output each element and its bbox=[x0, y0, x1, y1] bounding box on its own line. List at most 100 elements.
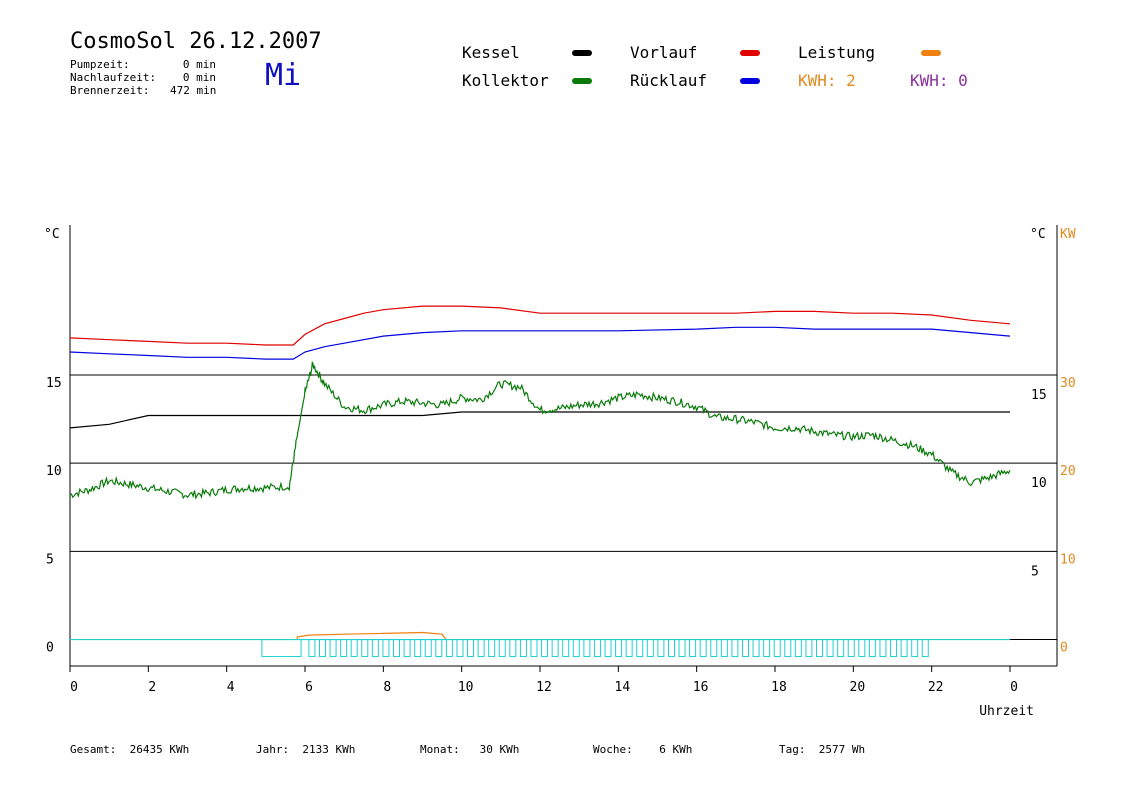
stat-brennerzeit: Brennerzeit: 472 min bbox=[70, 84, 217, 97]
pump-pulse-55 bbox=[890, 639, 898, 658]
pump-pulse-58 bbox=[921, 639, 929, 658]
pump-pulse-43 bbox=[763, 639, 771, 658]
y-tick-left-15: 15 bbox=[46, 376, 62, 391]
pump-pulse-15 bbox=[467, 639, 475, 658]
legend-kwh-solar: KWH: 2 bbox=[798, 71, 856, 90]
y-tick-left-5: 5 bbox=[46, 552, 54, 567]
stat-pumpzeit: Pumpzeit: 0 min bbox=[70, 58, 216, 71]
x-tick-label-4: 8 bbox=[383, 680, 391, 695]
pump-pulse-23 bbox=[551, 639, 559, 658]
series-line-kessel bbox=[69, 411, 1010, 429]
y-tick-right-15: 15 bbox=[1031, 388, 1047, 403]
pump-pulse-19 bbox=[509, 639, 517, 658]
pump-pulse-8 bbox=[393, 639, 401, 658]
pump-pulse-35 bbox=[678, 639, 686, 658]
series-line-leistung bbox=[296, 631, 447, 640]
legend-ruecklauf-label: Rücklauf bbox=[630, 71, 708, 90]
pump-pulse-49 bbox=[826, 639, 834, 658]
pump-pulse-17 bbox=[488, 639, 496, 658]
series-line-vorlauf bbox=[69, 305, 1011, 346]
x-tick-label-11: 22 bbox=[928, 680, 944, 695]
y-unit-kw: KW bbox=[1060, 227, 1076, 242]
pump-pulse-4 bbox=[350, 639, 358, 658]
series-line-ruecklauf bbox=[69, 326, 1011, 360]
legend-kessel-swatch bbox=[572, 50, 592, 56]
footer-tag: Tag: 2577 Wh bbox=[779, 743, 866, 756]
pump-pulse-1 bbox=[318, 639, 326, 658]
pump-pulse-24 bbox=[562, 639, 570, 658]
pump-pulse-0 bbox=[308, 639, 316, 658]
pump-pulse-10 bbox=[414, 639, 422, 658]
pump-pulse-48 bbox=[816, 639, 824, 658]
series-line-kollektor bbox=[69, 361, 1011, 500]
pump-pulse-27 bbox=[593, 639, 601, 658]
pump-pulse-40 bbox=[731, 639, 739, 658]
y-tick-left-0: 0 bbox=[46, 641, 54, 656]
footer-woche: Woche: 6 KWh bbox=[593, 743, 693, 756]
page-title: CosmoSol 26.12.2007 bbox=[70, 29, 322, 54]
footer-monat: Monat: 30 KWh bbox=[420, 743, 520, 756]
pump-pulse-52 bbox=[858, 639, 866, 658]
pump-pulse-3 bbox=[340, 639, 348, 658]
pump-pulse-18 bbox=[498, 639, 506, 658]
y-unit-right: °C bbox=[1030, 227, 1046, 242]
pump-pulse-41 bbox=[741, 639, 749, 658]
x-tick-label-10: 20 bbox=[850, 680, 866, 695]
pump-pulse-36 bbox=[689, 639, 697, 658]
pump-pulse-45 bbox=[784, 639, 792, 658]
pump-pulse-26 bbox=[583, 639, 591, 658]
x-tick-label-9: 18 bbox=[771, 680, 787, 695]
pump-pulse-30 bbox=[625, 639, 633, 658]
pump-pulse-44 bbox=[773, 639, 781, 658]
x-tick-label-6: 12 bbox=[536, 680, 552, 695]
stat-nachlaufzeit: Nachlaufzeit: 0 min bbox=[70, 71, 216, 84]
y-tick-kw-0: 0 bbox=[1060, 641, 1068, 656]
pump-pulse-47 bbox=[805, 639, 813, 658]
pump-pulse-34 bbox=[667, 639, 675, 658]
pump-pulse-6 bbox=[371, 639, 379, 658]
pump-pulse-53 bbox=[868, 639, 876, 658]
pump-pulse-9 bbox=[403, 639, 411, 658]
pump-pulse-54 bbox=[879, 639, 887, 658]
pump-pulse-51 bbox=[847, 639, 855, 658]
y-tick-kw-10: 10 bbox=[1060, 552, 1076, 567]
pump-pulse-5 bbox=[361, 639, 369, 658]
pump-pulse-32 bbox=[646, 639, 654, 658]
pump-pulse-29 bbox=[615, 639, 623, 658]
pump-pulse-21 bbox=[530, 639, 538, 658]
y-tick-left-10: 10 bbox=[46, 464, 62, 479]
pump-pulse-37 bbox=[699, 639, 707, 658]
pump-pulse-13 bbox=[445, 639, 453, 658]
legend-kollektor-label: Kollektor bbox=[462, 71, 549, 90]
y-tick-right-10: 10 bbox=[1031, 476, 1047, 491]
y-tick-right-5: 5 bbox=[1031, 564, 1039, 579]
pump-pulse-28 bbox=[604, 639, 612, 658]
pump-pulse-50 bbox=[837, 639, 845, 658]
y-tick-kw-20: 20 bbox=[1060, 464, 1076, 479]
x-tick-label-7: 14 bbox=[615, 680, 631, 695]
x-tick-label-5: 10 bbox=[458, 680, 474, 695]
pump-pulse-33 bbox=[657, 639, 665, 658]
x-tick-label-1: 2 bbox=[148, 680, 156, 695]
legend-kessel-label: Kessel bbox=[462, 43, 520, 62]
pump-pulse-57 bbox=[911, 639, 919, 658]
pump-pulse-16 bbox=[477, 639, 485, 658]
pump-pulse-46 bbox=[794, 639, 802, 658]
x-tick-label-12: 0 bbox=[1010, 680, 1018, 695]
pump-pulse-14 bbox=[456, 639, 464, 658]
pump-pulse-12 bbox=[435, 639, 443, 658]
footer-jahr: Jahr: 2133 KWh bbox=[256, 743, 356, 756]
weekday-label: Mi bbox=[265, 58, 302, 93]
legend-leistung-swatch bbox=[921, 50, 941, 56]
x-tick-label-3: 6 bbox=[305, 680, 313, 695]
legend-ruecklauf-swatch bbox=[740, 78, 760, 84]
pump-pulse-38 bbox=[710, 639, 718, 658]
pump-pulse-7 bbox=[382, 639, 390, 658]
y-unit-left: °C bbox=[44, 227, 60, 242]
x-tick-label-8: 16 bbox=[693, 680, 709, 695]
pump-pulse-11 bbox=[424, 639, 432, 658]
x-axis-label: Uhrzeit bbox=[979, 704, 1034, 719]
pump-pulse-2 bbox=[329, 639, 337, 658]
pump-block-start bbox=[261, 639, 302, 658]
legend-kwh-other: KWH: 0 bbox=[910, 71, 968, 90]
